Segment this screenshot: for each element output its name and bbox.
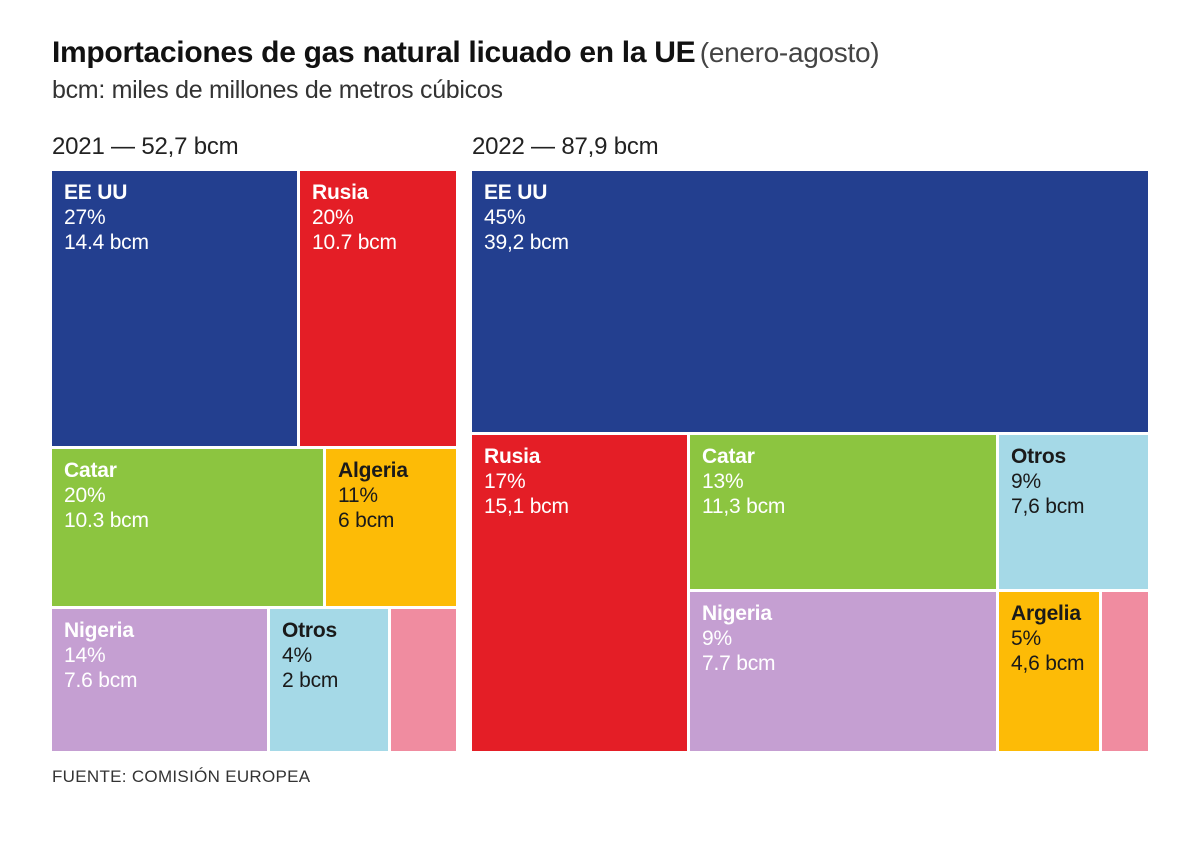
cell-percent: 9% <box>1011 469 1136 494</box>
treemap-cell-rusia: Rusia20%10.7 bcm <box>300 171 456 446</box>
cell-bcm: 7.7 bcm <box>702 651 984 676</box>
treemap-cell-otros: Otros9%7,6 bcm <box>999 435 1148 589</box>
treemap-cell-eeuu: EE UU27%14.4 bcm <box>52 171 297 446</box>
cell-name: Nigeria <box>702 602 984 626</box>
cell-bcm: 2 bcm <box>282 668 376 693</box>
cell-bcm: 15,1 bcm <box>484 494 675 519</box>
treemap-cell-argelia: Argelia5%4,6 bcm <box>999 592 1099 751</box>
cell-percent: 27% <box>64 205 285 230</box>
cell-name: Algeria <box>338 459 444 483</box>
cell-bcm: 4,6 bcm <box>1011 651 1087 676</box>
cell-bcm: 39,2 bcm <box>484 230 1136 255</box>
chart-title: Importaciones de gas natural licuado en … <box>52 36 1148 70</box>
cell-name: Otros <box>1011 445 1136 469</box>
cell-name: Rusia <box>484 445 675 469</box>
cell-name: Nigeria <box>64 619 255 643</box>
cell-name: Rusia <box>312 181 444 205</box>
cell-name: EE UU <box>64 181 285 205</box>
cell-percent: 4% <box>282 643 376 668</box>
treemap-cell-rusia: Rusia17%15,1 bcm <box>472 435 687 751</box>
treemap-cell-eeuu: EE UU45%39,2 bcm <box>472 171 1148 432</box>
cell-name: Otros <box>282 619 376 643</box>
cell-bcm: 14.4 bcm <box>64 230 285 255</box>
chart-2022: 2022 — 87,9 bcm EE UU45%39,2 bcmRusia17%… <box>472 133 1148 751</box>
cell-bcm: 10.7 bcm <box>312 230 444 255</box>
cell-percent: 20% <box>312 205 444 230</box>
treemap-cell-nigeria: Nigeria9%7.7 bcm <box>690 592 996 751</box>
cell-name: Catar <box>64 459 311 483</box>
cell-name: Catar <box>702 445 984 469</box>
treemap-cell-blank <box>1102 592 1148 751</box>
treemap-2022: EE UU45%39,2 bcmRusia17%15,1 bcmCatar13%… <box>472 171 1148 751</box>
year-label-2021: 2021 — 52,7 bcm <box>52 133 456 161</box>
cell-percent: 45% <box>484 205 1136 230</box>
cell-percent: 11% <box>338 483 444 508</box>
treemap-cell-nigeria: Nigeria14%7.6 bcm <box>52 609 267 751</box>
chart-2021: 2021 — 52,7 bcm EE UU27%14.4 bcmRusia20%… <box>52 133 456 751</box>
cell-percent: 9% <box>702 626 984 651</box>
treemap-cell-catar: Catar20%10.3 bcm <box>52 449 323 606</box>
treemap-cell-algeria: Algeria11%6 bcm <box>326 449 456 606</box>
cell-bcm: 10.3 bcm <box>64 508 311 533</box>
year-label-2022: 2022 — 87,9 bcm <box>472 133 1148 161</box>
cell-percent: 17% <box>484 469 675 494</box>
treemap-2021: EE UU27%14.4 bcmRusia20%10.7 bcmCatar20%… <box>52 171 456 751</box>
cell-bcm: 11,3 bcm <box>702 494 984 519</box>
cell-bcm: 6 bcm <box>338 508 444 533</box>
treemap-cell-catar: Catar13%11,3 bcm <box>690 435 996 589</box>
source-credit: FUENTE: COMISIÓN EUROPEA <box>52 767 1148 787</box>
cell-bcm: 7,6 bcm <box>1011 494 1136 519</box>
cell-percent: 14% <box>64 643 255 668</box>
title-main: Importaciones de gas natural licuado en … <box>52 36 695 69</box>
title-date-range: (enero-agosto) <box>700 37 879 68</box>
treemap-cell-blank <box>391 609 456 751</box>
treemaps-row: 2021 — 52,7 bcm EE UU27%14.4 bcmRusia20%… <box>52 133 1148 751</box>
cell-name: Argelia <box>1011 602 1087 626</box>
treemap-cell-otros: Otros4%2 bcm <box>270 609 388 751</box>
cell-percent: 5% <box>1011 626 1087 651</box>
cell-bcm: 7.6 bcm <box>64 668 255 693</box>
subtitle-units: bcm: miles de millones de metros cúbicos <box>52 76 1148 105</box>
cell-name: EE UU <box>484 181 1136 205</box>
cell-percent: 13% <box>702 469 984 494</box>
cell-percent: 20% <box>64 483 311 508</box>
